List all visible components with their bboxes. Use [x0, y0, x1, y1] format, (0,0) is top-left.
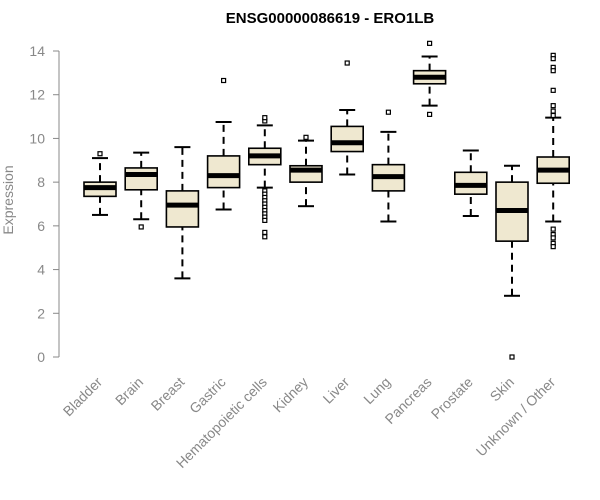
y-tick-label: 8 — [37, 174, 45, 190]
box-group — [165, 146, 200, 280]
category-label: Liver — [320, 374, 353, 407]
y-tick-label: 0 — [37, 349, 45, 365]
outlier-point — [550, 244, 556, 250]
outlier-point — [138, 224, 144, 230]
category-label: Kidney — [270, 374, 312, 416]
outlier-point — [221, 77, 227, 84]
outlier-point — [427, 40, 433, 46]
box-group — [536, 52, 571, 250]
outlier-point — [97, 151, 103, 157]
y-tick-label: 14 — [29, 43, 45, 59]
y-axis-label: Expression — [0, 165, 16, 234]
category-label: Lung — [360, 374, 393, 407]
outlier-point — [509, 354, 515, 360]
y-tick-label: 10 — [29, 130, 45, 146]
outlier-point — [303, 134, 309, 140]
box-iqr — [165, 190, 200, 228]
outlier-point — [427, 111, 433, 117]
box-group — [206, 77, 241, 211]
outlier-point — [385, 109, 391, 115]
box-group — [248, 115, 282, 240]
box-group — [495, 164, 529, 360]
box-group — [83, 151, 117, 216]
box-group — [330, 60, 365, 176]
axes: 0 2 4 6 8 10 12 14 — [29, 43, 60, 365]
outlier-point — [550, 68, 556, 74]
chart-title: ENSG00000086619 - ERO1LB — [226, 10, 435, 27]
box-group — [124, 151, 158, 230]
y-tick-label: 2 — [37, 305, 45, 321]
outlier-point — [262, 115, 268, 121]
outlier-point — [262, 234, 268, 240]
y-tick-label: 6 — [37, 218, 45, 234]
boxes — [83, 40, 571, 360]
outlier-point — [550, 235, 556, 241]
box-iqr — [124, 167, 158, 191]
box-group — [412, 40, 447, 117]
outlier-point — [262, 229, 268, 236]
category-label: Bladder — [60, 374, 106, 420]
outlier-point — [550, 103, 556, 109]
outlier-point — [550, 108, 556, 114]
box-iqr — [330, 125, 365, 153]
box-group — [453, 149, 488, 218]
outlier-point — [550, 112, 556, 119]
y-tick-label: 12 — [29, 87, 45, 103]
box-group — [371, 109, 406, 223]
outlier-point — [262, 217, 268, 223]
y-tick-label: 4 — [37, 262, 45, 278]
category-label: Skin — [487, 374, 518, 405]
box-iqr — [206, 155, 241, 189]
category-label: Breast — [148, 374, 188, 414]
category-label: Brain — [112, 374, 146, 408]
outlier-point — [550, 56, 556, 62]
box-group — [289, 134, 323, 208]
outlier-point — [344, 60, 350, 66]
outlier-point — [550, 87, 556, 93]
category-label: Prostate — [428, 374, 476, 422]
outlier-point — [550, 226, 556, 232]
